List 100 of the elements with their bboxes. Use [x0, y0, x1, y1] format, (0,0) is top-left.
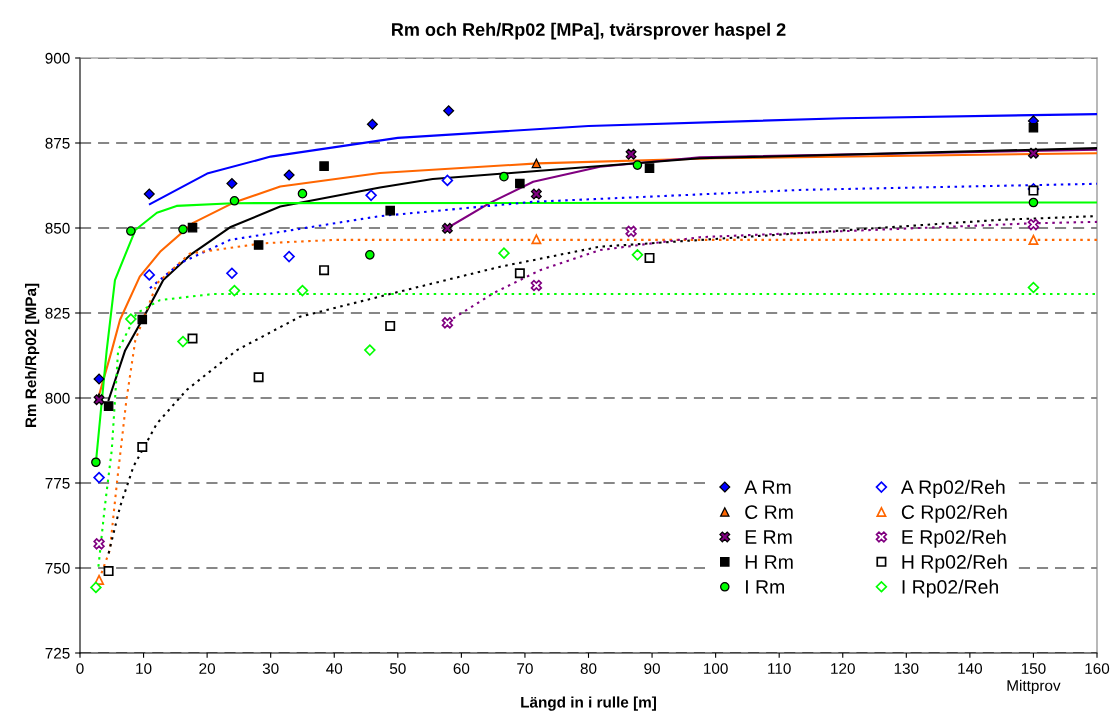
- point: [226, 267, 238, 279]
- legend-label: H Rp02/Reh: [902, 554, 1007, 573]
- line-series: [148, 113, 1097, 206]
- legend-label: E Rm: [745, 530, 792, 544]
- line-series: [148, 182, 1097, 290]
- point: [515, 178, 525, 189]
- point: [530, 188, 542, 200]
- point: [443, 105, 455, 117]
- point: [187, 222, 198, 233]
- legend-label: A Rm: [744, 480, 791, 494]
- point: [499, 171, 509, 182]
- x-tick-label: 60: [453, 663, 470, 674]
- point: [385, 320, 396, 331]
- point: [90, 581, 102, 594]
- point: [126, 226, 136, 236]
- y-tick-label: 775: [45, 478, 70, 489]
- point: [93, 538, 105, 550]
- y-tick-label: 750: [45, 562, 70, 574]
- x-tick-label: 0: [76, 663, 84, 674]
- point: [625, 225, 637, 238]
- x-tick-label: 130: [894, 663, 919, 674]
- legend-label: C Rp02/Reh: [901, 504, 1007, 523]
- point: [103, 566, 114, 577]
- point: [319, 265, 330, 276]
- point: [296, 284, 309, 297]
- legend-label: A Rp02/Reh: [900, 479, 1005, 498]
- y-tick-label: 850: [45, 222, 70, 234]
- point: [93, 373, 105, 385]
- y-axis-title: Rm Reh/Rp02 [MPa]: [24, 283, 40, 428]
- y-tick-label: 800: [45, 392, 70, 404]
- point: [1027, 281, 1040, 294]
- x-tick-label: 100: [704, 663, 728, 674]
- point: [177, 335, 189, 348]
- x-tick-label: 20: [199, 663, 216, 674]
- point: [441, 174, 454, 187]
- point: [366, 118, 378, 130]
- point: [531, 234, 542, 245]
- point: [143, 269, 156, 281]
- point: [364, 344, 376, 356]
- point: [514, 268, 525, 279]
- x-tick-label: 150: [1021, 663, 1046, 674]
- point: [137, 441, 148, 452]
- y-tick-label: 875: [45, 137, 70, 149]
- legend-label: E Rp02/Reh: [902, 529, 1006, 548]
- point: [91, 457, 101, 468]
- legend-label: I Rm: [746, 580, 784, 594]
- text: Mittprov: [1007, 679, 1061, 695]
- legend-label: C Rm: [745, 505, 793, 519]
- x-tick-label: 120: [831, 663, 855, 674]
- point: [625, 148, 637, 160]
- point: [178, 224, 188, 235]
- point: [187, 333, 198, 344]
- point: [125, 313, 137, 325]
- point: [632, 160, 643, 170]
- x-tick-label: 40: [326, 663, 343, 674]
- point: [229, 196, 240, 206]
- point: [631, 249, 644, 261]
- point: [441, 317, 454, 329]
- point: [297, 188, 308, 199]
- point: [226, 177, 238, 189]
- y-tick-label: 825: [45, 307, 70, 319]
- point: [1028, 122, 1039, 133]
- y-tick-label: 900: [45, 52, 70, 64]
- point: [93, 471, 105, 484]
- x-tick-label: 50: [389, 663, 406, 674]
- point: [283, 250, 295, 263]
- x-tick-label: 80: [580, 663, 597, 674]
- point: [365, 189, 377, 202]
- point: [1028, 234, 1039, 245]
- point: [531, 158, 542, 169]
- point: [644, 163, 655, 173]
- point: [253, 372, 264, 383]
- point: [385, 205, 395, 216]
- x-tick-label: 140: [958, 663, 983, 674]
- point: [530, 279, 543, 292]
- point: [644, 252, 655, 263]
- x-tick-label: 70: [517, 663, 533, 674]
- x-tick-label: 110: [768, 663, 791, 674]
- point: [498, 247, 510, 259]
- point: [365, 250, 375, 260]
- x-tick-label: 90: [644, 663, 660, 674]
- y-tick-label: 725: [45, 647, 70, 659]
- point: [441, 222, 453, 234]
- point: [253, 240, 264, 250]
- legend-label: I Rp02/Reh: [902, 579, 998, 598]
- point: [103, 401, 114, 411]
- point: [319, 161, 329, 171]
- x-tick-label: 30: [262, 663, 279, 674]
- x-tick-label: 160: [1085, 663, 1110, 674]
- x-tick-label: 10: [136, 663, 152, 674]
- point: [143, 188, 155, 200]
- point: [1027, 147, 1039, 159]
- point: [228, 284, 241, 297]
- chart-title: Rm och Reh/Rp02 [MPa], tvärsprover haspel 2: [392, 22, 786, 40]
- legend-label: H Rm: [745, 555, 793, 569]
- point: [137, 314, 148, 325]
- x-axis-title: Längd in i rulle [m]: [521, 696, 656, 711]
- point: [283, 169, 295, 181]
- point: [1028, 197, 1039, 208]
- point: [1027, 218, 1040, 231]
